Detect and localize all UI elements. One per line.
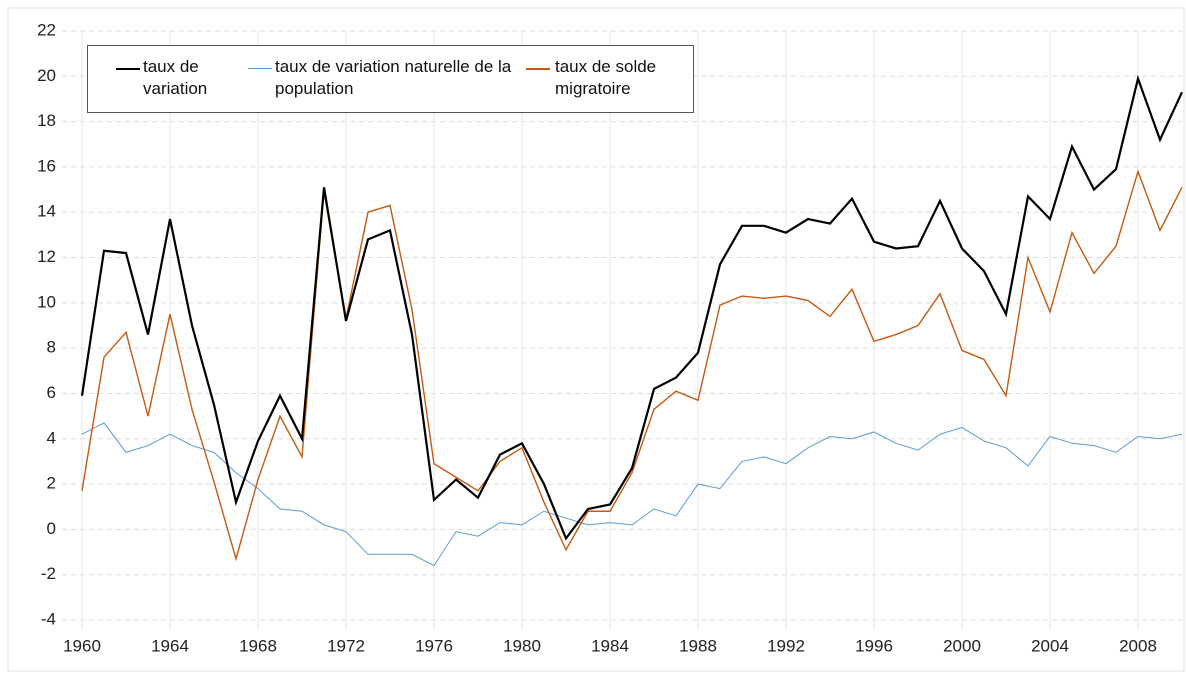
y-tick-label: 14 xyxy=(37,202,56,221)
legend-label: taux de variation naturelle de la popula… xyxy=(275,57,512,98)
series-line xyxy=(81,422,1183,567)
legend-label: taux de variation xyxy=(143,57,208,98)
legend-label: taux de solde migratoire xyxy=(555,57,657,98)
y-tick-label: 10 xyxy=(37,292,56,311)
legend: taux de variation taux de variation natur… xyxy=(87,45,694,113)
x-tick-label: 1972 xyxy=(327,636,365,655)
chart-border xyxy=(7,7,1185,672)
y-tick-label: -4 xyxy=(41,609,56,628)
x-tick-label: 1980 xyxy=(503,636,541,655)
y-tick-label: 0 xyxy=(47,519,56,538)
x-tick-label: 1996 xyxy=(855,636,893,655)
y-tick-label: 2 xyxy=(47,474,56,493)
y-tick-label: 12 xyxy=(37,247,56,266)
x-tick-label: 1984 xyxy=(591,636,629,655)
series-line xyxy=(80,74,1183,541)
y-tick-label: 6 xyxy=(47,383,56,402)
x-tick-label: 2000 xyxy=(943,636,981,655)
y-tick-label: 20 xyxy=(37,66,56,85)
x-tick-label: 2008 xyxy=(1119,636,1157,655)
y-tick-label: 22 xyxy=(37,20,56,39)
y-tick-label: 8 xyxy=(47,338,56,357)
y-tick-label: 16 xyxy=(37,156,56,175)
x-tick-label: 1960 xyxy=(63,636,101,655)
y-tick-label: 18 xyxy=(37,111,56,130)
x-tick-label: 1992 xyxy=(767,636,805,655)
x-tick-label: 1976 xyxy=(415,636,453,655)
legend-swatch xyxy=(526,68,550,70)
series-line xyxy=(81,169,1183,562)
y-tick-label: 4 xyxy=(47,428,56,447)
x-tick-label: 2004 xyxy=(1031,636,1069,655)
x-tick-label: 1968 xyxy=(239,636,277,655)
x-tick-label: 1988 xyxy=(679,636,717,655)
legend-swatch xyxy=(248,68,272,69)
x-tick-label: 1964 xyxy=(151,636,189,655)
legend-swatch xyxy=(116,68,140,70)
y-tick-label: -2 xyxy=(41,564,56,583)
